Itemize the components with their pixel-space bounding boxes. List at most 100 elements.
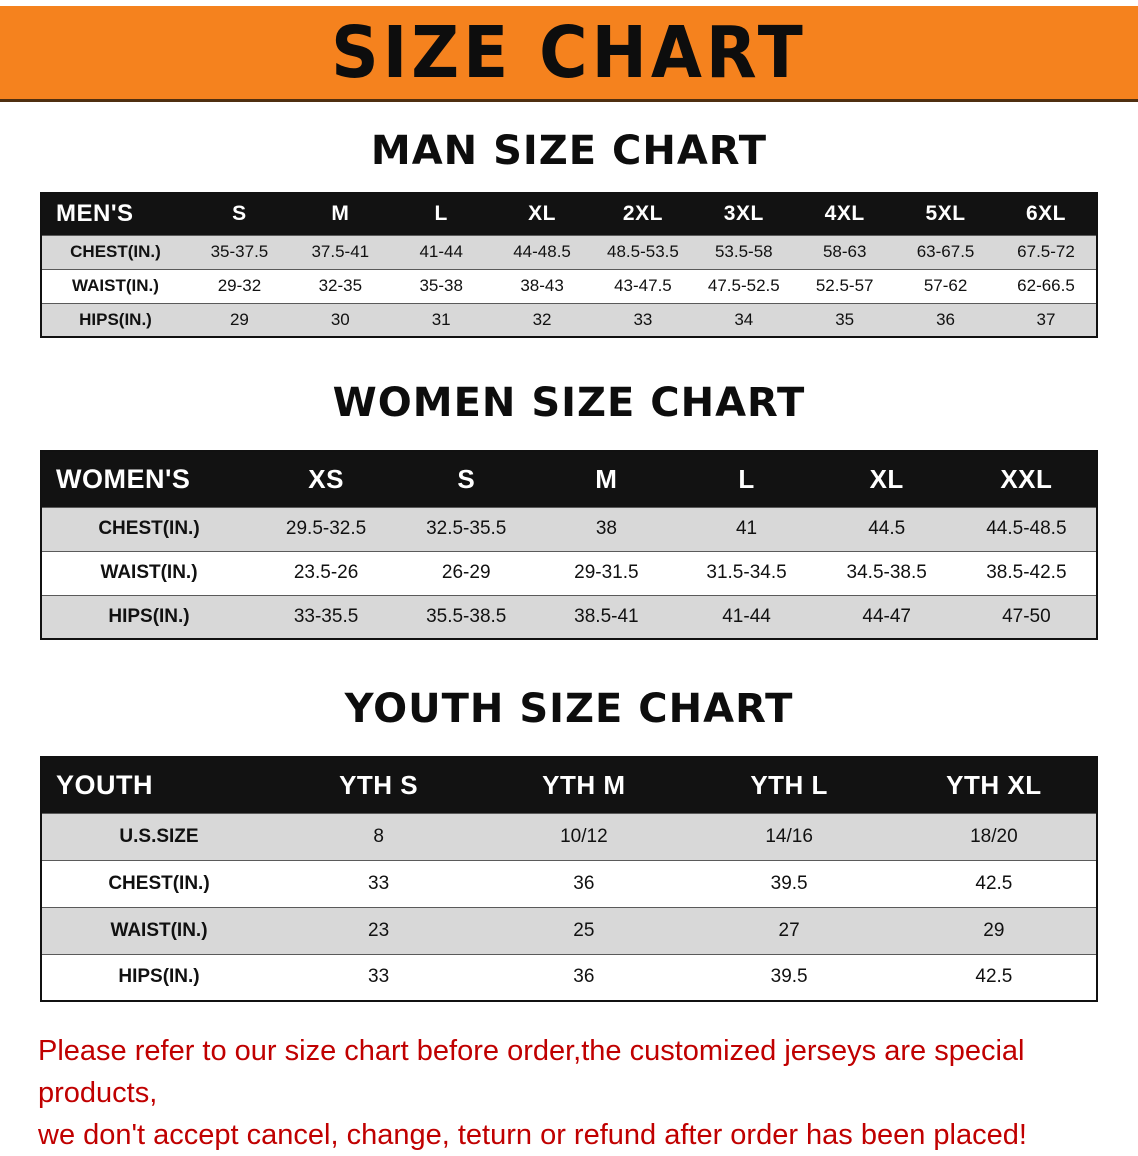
- column-header: YTH L: [750, 769, 828, 800]
- youth-size-chart-section: YOUTH SIZE CHART YOUTH YTH S YTH M YTH L YTH…: [0, 686, 1138, 1002]
- cell-value: 31: [431, 309, 451, 329]
- youth-size-table: YOUTH YTH S YTH M YTH L YTH XL U.S.SIZE 8 10/12…: [40, 756, 1098, 1002]
- cell-value: 39.5: [770, 966, 808, 988]
- cell-value: 43-47.5: [614, 276, 672, 295]
- banner-title: SIZE CHART: [331, 10, 807, 95]
- row-label: HIPS(IN.): [108, 605, 190, 627]
- column-header: M: [331, 202, 350, 226]
- column-header: L: [738, 463, 755, 494]
- cell-value: 14/16: [765, 825, 813, 847]
- column-header: S: [232, 202, 247, 226]
- table-row: HIPS(IN.) 29 30 31 32 33 34 35 36 37: [41, 303, 1097, 337]
- cell-value: 37: [1036, 309, 1056, 329]
- table-corner-label: MEN'S: [56, 200, 134, 228]
- cell-value: 38.5-41: [574, 605, 639, 627]
- column-header: XL: [528, 202, 556, 226]
- table-row: HIPS(IN.) 33 36 39.5 42.5: [41, 954, 1097, 1001]
- cell-value: 47.5-52.5: [707, 276, 780, 295]
- cell-value: 34: [734, 309, 754, 329]
- cell-value: 57-62: [923, 276, 968, 295]
- cell-value: 35: [835, 309, 855, 329]
- cell-value: 23.5-26: [293, 562, 359, 583]
- row-label: CHEST(IN.): [108, 872, 210, 894]
- cell-value: 30: [330, 309, 350, 329]
- cell-value: 10/12: [560, 825, 608, 847]
- cell-value: 23: [368, 919, 390, 941]
- size-chart-banner: SIZE CHART: [0, 6, 1138, 102]
- cell-value: 35-37.5: [210, 242, 269, 261]
- cell-value: 26-29: [441, 562, 491, 583]
- cell-value: 33: [368, 872, 390, 894]
- column-header: XXL: [1000, 463, 1053, 494]
- table-header-row: MEN'S S M L XL 2XL 3XL 4XL 5XL 6XL: [41, 193, 1097, 235]
- cell-value: 63-67.5: [916, 242, 975, 261]
- cell-value: 62-66.5: [1017, 276, 1075, 295]
- cell-value: 32.5-35.5: [426, 518, 507, 539]
- cell-value: 44.5-48.5: [986, 518, 1067, 539]
- column-header: 2XL: [622, 202, 663, 226]
- cell-value: 36: [936, 309, 956, 329]
- men-size-table: MEN'S S M L XL 2XL 3XL 4XL 5XL 6XL CHEST(IN.) 35-37…: [40, 192, 1098, 338]
- cell-value: 32-35: [318, 276, 363, 295]
- cell-value: 35.5-38.5: [426, 605, 507, 627]
- footer-note: Please refer to our size chart before or…: [38, 1030, 1100, 1156]
- column-header: YTH XL: [946, 769, 1042, 800]
- table-row: WAIST(IN.) 23.5-26 26-29 29-31.5 31.5-34.5 34…: [41, 551, 1097, 595]
- cell-value: 58-63: [822, 242, 867, 261]
- table-corner-label: WOMEN'S: [56, 463, 191, 494]
- row-label: WAIST(IN.): [100, 562, 198, 583]
- women-size-table: WOMEN'S XS S M L XL XXL CHEST(IN.) 29.5-32.5 32.5…: [40, 450, 1098, 640]
- column-header: 5XL: [925, 202, 966, 226]
- column-header: YTH M: [542, 769, 626, 800]
- cell-value: 29-32: [217, 276, 262, 295]
- table-row: HIPS(IN.) 33-35.5 35.5-38.5 38.5-41 41-44 44-…: [41, 595, 1097, 639]
- cell-value: 44.5: [868, 518, 906, 539]
- cell-value: 33-35.5: [293, 605, 359, 627]
- cell-value: 31.5-34.5: [706, 562, 787, 583]
- cell-value: 36: [573, 872, 595, 894]
- men-size-chart-section: MAN SIZE CHART MEN'S S M L XL 2XL 3XL 4XL 5XL 6XL…: [0, 128, 1138, 338]
- cell-value: 37.5-41: [311, 242, 370, 261]
- cell-value: 44-47: [862, 605, 911, 627]
- column-header: L: [434, 202, 448, 226]
- cell-value: 29: [983, 919, 1005, 941]
- cell-value: 34.5-38.5: [846, 562, 927, 583]
- cell-value: 29-31.5: [574, 562, 639, 583]
- cell-value: 32: [532, 309, 552, 329]
- cell-value: 41: [735, 518, 758, 539]
- table-header-row: YOUTH YTH S YTH M YTH L YTH XL: [41, 757, 1097, 813]
- cell-value: 27: [778, 919, 800, 941]
- cell-value: 18/20: [970, 825, 1018, 847]
- column-header: YTH S: [339, 769, 419, 800]
- row-label: CHEST(IN.): [98, 518, 200, 539]
- cell-value: 41-44: [419, 242, 463, 261]
- table-row: WAIST(IN.) 23 25 27 29: [41, 907, 1097, 954]
- column-header: S: [457, 463, 476, 494]
- row-label: WAIST(IN.): [110, 919, 208, 941]
- cell-value: 38: [595, 518, 617, 539]
- cell-value: 33: [633, 309, 653, 329]
- cell-value: 33: [368, 966, 390, 988]
- men-section-heading: MAN SIZE CHART: [370, 128, 768, 174]
- cell-value: 67.5-72: [1017, 242, 1075, 261]
- women-size-chart-section: WOMEN SIZE CHART WOMEN'S XS S M L XL XXL CHEST(…: [0, 380, 1138, 640]
- cell-value: 47-50: [1002, 605, 1051, 627]
- table-row: CHEST(IN.) 29.5-32.5 32.5-35.5 38 41 44.5 44.5…: [41, 507, 1097, 551]
- table-header-row: WOMEN'S XS S M L XL XXL: [41, 451, 1097, 507]
- table-row: CHEST(IN.) 35-37.5 37.5-41 41-44 44-48.5 48.5…: [41, 235, 1097, 269]
- row-label: HIPS(IN.): [79, 309, 152, 329]
- cell-value: 52.5-57: [815, 276, 874, 295]
- footer-note-line: Please refer to our size chart before or…: [38, 1035, 1025, 1110]
- column-header: XS: [308, 463, 344, 494]
- table-row: CHEST(IN.) 33 36 39.5 42.5: [41, 860, 1097, 907]
- cell-value: 44-48.5: [513, 242, 571, 261]
- table-row: WAIST(IN.) 29-32 32-35 35-38 38-43 43-47.5 47.…: [41, 269, 1097, 303]
- cell-value: 42.5: [975, 872, 1013, 894]
- cell-value: 8: [373, 825, 384, 847]
- row-label: CHEST(IN.): [70, 242, 161, 261]
- column-header: M: [595, 463, 618, 494]
- women-section-heading: WOMEN SIZE CHART: [332, 380, 806, 426]
- cell-value: 38-43: [520, 276, 564, 295]
- row-label: WAIST(IN.): [72, 276, 159, 295]
- row-label: HIPS(IN.): [118, 966, 200, 988]
